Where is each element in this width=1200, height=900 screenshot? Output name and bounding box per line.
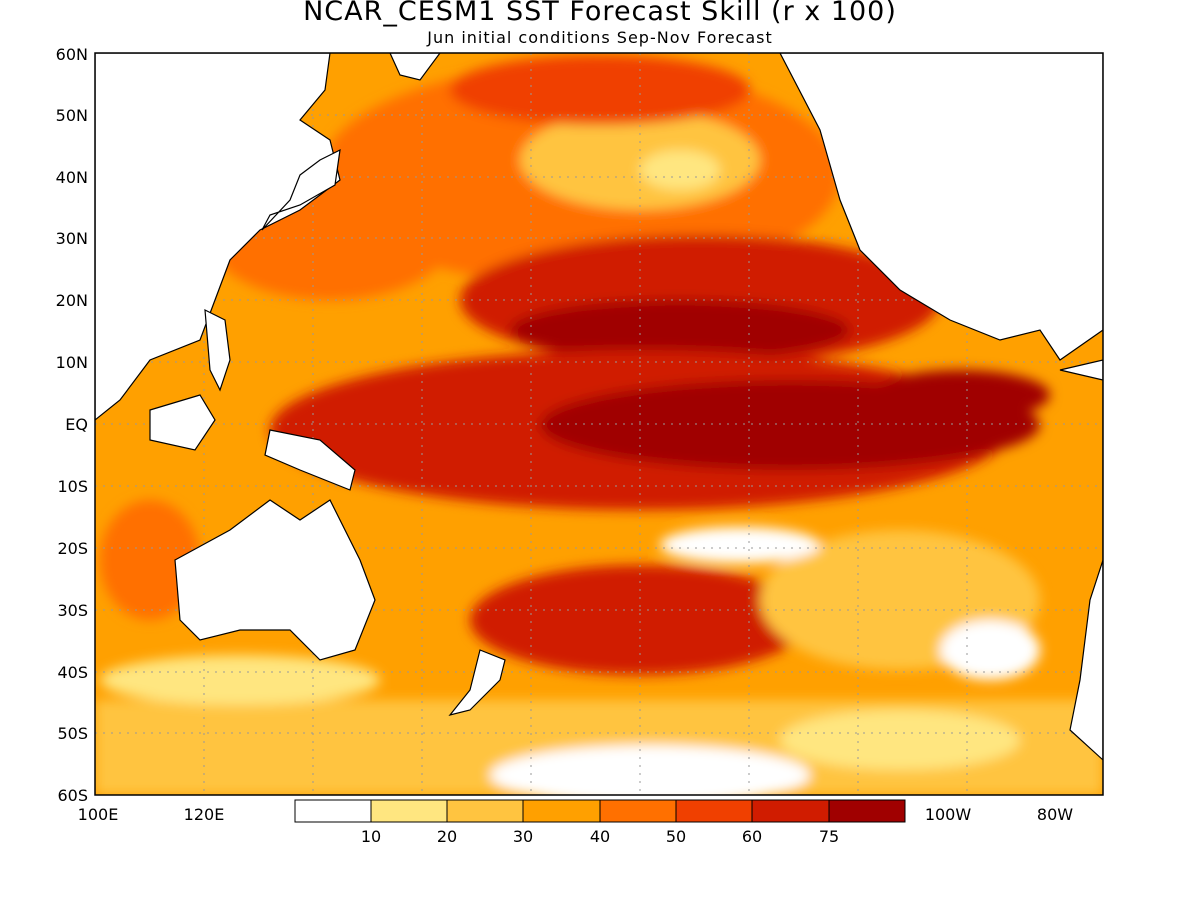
legend-swatch-0 (294, 799, 372, 823)
lon-axis: 100E 120E 100W 80W (78, 805, 1074, 824)
legend-label: 60 (742, 827, 762, 846)
land-south-america (1059, 359, 1103, 761)
lat-label: 10N (56, 353, 88, 372)
field-south-pacific (470, 565, 810, 675)
lat-label: 40S (57, 663, 88, 682)
lat-label: 20S (57, 539, 88, 558)
chart-subtitle: Jun initial conditions Sep-Nov Forecast (427, 28, 773, 47)
legend-swatch-5 (675, 799, 753, 823)
chart-title: NCAR_CESM1 SST Forecast Skill (r x 100) (303, 0, 897, 27)
legend-swatch-7 (828, 799, 906, 823)
legend-swatch-6 (751, 799, 830, 823)
lat-label: 40N (56, 168, 88, 187)
land-kamchatka (389, 53, 441, 81)
legend-swatch-1 (370, 799, 448, 823)
lon-label: 120E (184, 805, 225, 824)
legend-label: 75 (819, 827, 839, 846)
lat-axis: 60N 50N 40N 30N 20N 10N EQ 10S 20S 30S 4… (56, 45, 88, 805)
lat-label: 30N (56, 229, 88, 248)
land-new-zealand (448, 649, 506, 717)
land-philippines (204, 308, 231, 392)
legend-label: 10 (361, 827, 381, 846)
lat-label: 10S (57, 477, 88, 496)
map-frame (94, 52, 1104, 796)
lat-label: 60S (57, 786, 88, 805)
land-borneo (149, 394, 216, 451)
lon-label: 100W (925, 805, 972, 824)
land-asia (95, 53, 341, 421)
legend-label: 50 (666, 827, 686, 846)
lat-label: 20N (56, 291, 88, 310)
land-japan (261, 148, 341, 231)
sst-field (95, 53, 1103, 795)
lat-label: 60N (56, 45, 88, 64)
legend-swatch-2 (446, 799, 524, 823)
land-new-guinea (264, 429, 356, 491)
legend-swatch-4 (599, 799, 677, 823)
legend-label: 30 (513, 827, 533, 846)
legend-label: 40 (590, 827, 610, 846)
legend-label: 20 (437, 827, 457, 846)
land (95, 53, 1103, 761)
land-australia (174, 499, 376, 661)
lon-label: 100E (78, 805, 119, 824)
lat-label: 50S (57, 724, 88, 743)
lat-label: 50N (56, 106, 88, 125)
lat-label: EQ (65, 415, 88, 434)
legend-swatch-3 (522, 799, 601, 823)
field-low-southern (490, 745, 810, 795)
lat-label: 30S (57, 601, 88, 620)
color-legend: 10 20 30 40 50 60 75 (294, 799, 906, 846)
lon-label: 80W (1037, 805, 1073, 824)
land-north-america (779, 53, 1103, 361)
